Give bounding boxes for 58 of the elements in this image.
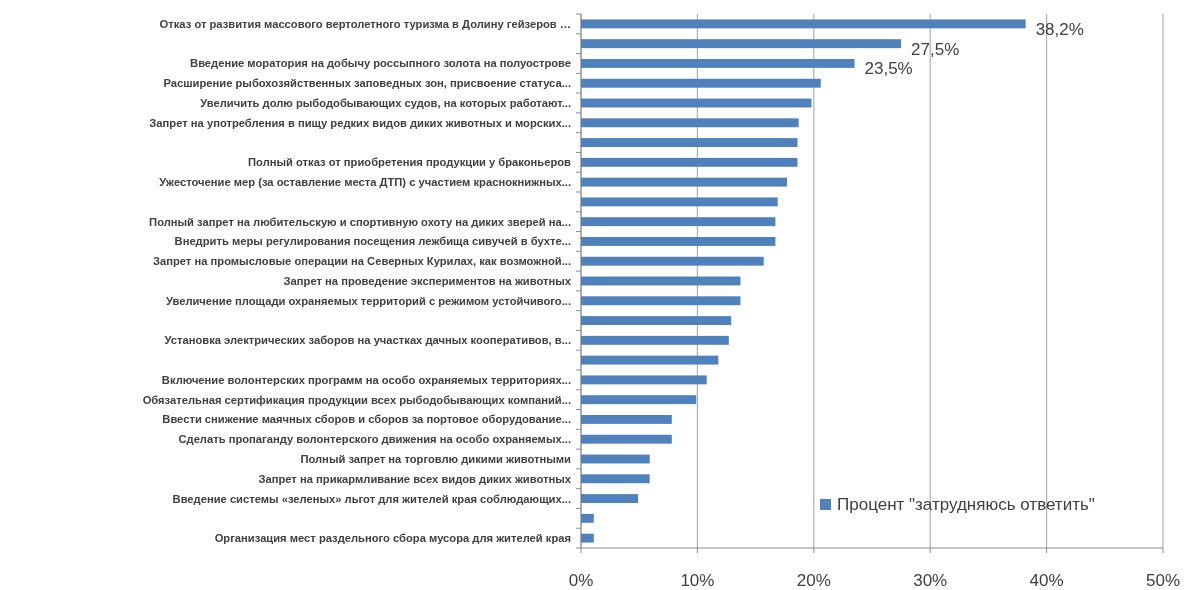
y-tick-label: Включение волонтерских программ на особо охраняемых территориях...: [161, 373, 571, 386]
data-label: 38,2%: [1035, 19, 1084, 39]
y-tick-label: Запрет на прикармливание всех видов диких животных: [258, 472, 572, 485]
bar: [581, 157, 798, 167]
x-tick-label: 50%: [1145, 571, 1181, 590]
bar: [581, 414, 672, 424]
y-tick-label: Обязательная сертификация продукции всех рыбодобывающих компаний...: [142, 393, 571, 406]
y-tick-label: Увеличение площади охраняемых территорий с режимом устойчивого...: [165, 294, 571, 307]
x-tick-label: 40%: [1029, 571, 1064, 590]
x-tick-label: 20%: [796, 571, 831, 590]
bar: [581, 236, 776, 246]
y-tick-label: Запрет на промысловые операции на Северных Курилах, как возможной...: [152, 255, 571, 268]
y-tick-label: Введение моратория на добычу россыпного золота на полуострове: [190, 57, 571, 70]
bar: [581, 513, 594, 523]
y-tick-label: Отказ от развития массового вертолетного туризма в Долину гейзеров …: [159, 17, 571, 30]
bar: [581, 118, 799, 128]
bar: [581, 58, 855, 68]
y-tick-label: Введение системы «зеленых» льгот для жителей края соблюдающих...: [172, 492, 571, 505]
bar: [581, 138, 798, 148]
data-label: 23,5%: [864, 59, 913, 79]
bar: [581, 296, 741, 306]
legend-label: Процент "затрудняюсь ответить": [837, 495, 1095, 514]
bar: [581, 19, 1026, 29]
bar: [581, 494, 639, 504]
bar: [581, 197, 778, 207]
y-tick-label: Полный запрет на торговлю дикими животными: [300, 453, 572, 465]
y-tick-label: Запрет на употребления в пищу редких видов диких животных и морских...: [149, 116, 571, 129]
bar: [581, 434, 672, 444]
bar: [581, 217, 776, 227]
y-tick-label: Внедрить меры регулирования посещения лежбища сивучей в бухте...: [174, 235, 571, 248]
y-tick-label: Полный отказ от приобретения продукции у браконьеров: [248, 156, 572, 169]
y-tick-label: Сделать пропаганду волонтерского движения на особо охраняемых...: [178, 433, 571, 446]
bar: [581, 474, 650, 484]
y-tick-label: Увеличить долю рыбодобывающих судов, на которых работают...: [200, 97, 571, 109]
bar: [581, 177, 788, 187]
y-tick-label: Организация мест раздельного сбора мусора для жителей края: [214, 532, 571, 545]
bar: [581, 533, 594, 543]
bar: [581, 78, 821, 88]
y-tick-label: Установка электрических заборов на участках дачных кооперативов, в...: [164, 334, 571, 347]
y-tick-label: Расширение рыбохозяйственных заповедных зон, присвоение статуса...: [163, 77, 571, 90]
bar: [581, 39, 902, 49]
bar: [581, 375, 707, 385]
x-tick-label: 10%: [680, 571, 715, 590]
bar: [581, 256, 764, 266]
x-tick-label: 30%: [913, 571, 948, 590]
bar: [581, 454, 650, 464]
bar: [581, 395, 697, 405]
bar: [581, 98, 812, 108]
y-tick-label: Полный запрет на любительскую и спортивную охоту на диких зверей на...: [149, 215, 571, 228]
data-label: 27,5%: [911, 39, 960, 59]
bar: [581, 355, 719, 365]
y-tick-label: Ужесточение мер (за оставление места ДТП) с участием краснокнижных...: [159, 176, 571, 189]
y-tick-label: Запрет на проведение экспериментов на животных: [283, 275, 572, 287]
x-tick-label: 0%: [568, 571, 594, 590]
bar: [581, 276, 741, 286]
y-tick-label: Ввести снижение маячных сборов и сборов за портовое оборудование...: [162, 413, 571, 426]
bar: [581, 316, 732, 326]
bar: [581, 335, 729, 345]
